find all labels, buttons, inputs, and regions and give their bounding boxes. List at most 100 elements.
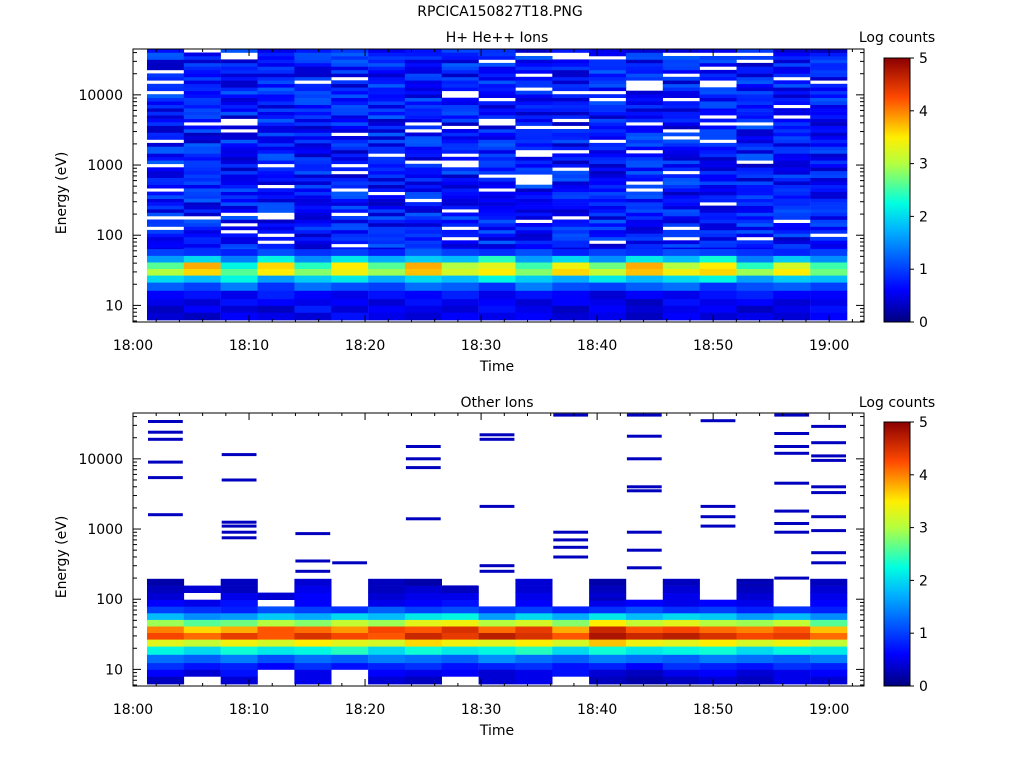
heatmap-cell — [699, 275, 737, 283]
heatmap-cell — [368, 662, 406, 670]
heatmap-cell — [625, 136, 663, 140]
heatmap-cell — [257, 108, 295, 112]
heatmap-cell — [220, 262, 258, 269]
heatmap-cell — [147, 606, 185, 614]
heatmap-cell — [553, 413, 589, 417]
heatmap-cell — [404, 223, 442, 227]
heatmap-cell — [736, 56, 774, 60]
heatmap-cell — [478, 90, 516, 95]
colorbar-label: Log counts — [859, 30, 935, 46]
heatmap-cell — [147, 676, 185, 685]
heatmap-cell — [404, 229, 442, 234]
heatmap-cell — [811, 551, 846, 555]
heatmap-cell — [625, 282, 663, 291]
heatmap-cell — [294, 146, 332, 151]
heatmap-cell — [220, 619, 258, 627]
heatmap-cell — [662, 240, 700, 245]
heatmap-cell — [220, 662, 258, 670]
heatmap-cell — [662, 195, 700, 199]
heatmap-cell — [552, 170, 590, 175]
heatmap-cell — [441, 262, 479, 269]
heatmap-cell — [441, 626, 479, 633]
heatmap-cell — [515, 654, 553, 664]
heatmap-cell — [331, 139, 369, 144]
heatmap-cell — [147, 132, 185, 137]
heatmap-cell — [441, 174, 479, 178]
heatmap-cell — [773, 52, 811, 57]
heatmap-cell — [811, 441, 846, 445]
heatmap-cell — [478, 69, 516, 74]
heatmap-cell — [331, 149, 369, 154]
heatmap-cell — [552, 184, 590, 189]
heatmap-cell — [220, 613, 258, 620]
heatmap-cell — [625, 108, 663, 112]
heatmap-cell — [515, 101, 553, 105]
heatmap-cell — [515, 62, 553, 67]
heatmap-cell — [441, 669, 479, 677]
heatmap-cell — [589, 52, 627, 57]
heatmap-cell — [515, 282, 553, 291]
heatmap-cell — [625, 146, 663, 151]
colorbar — [883, 421, 911, 687]
heatmap-cell — [552, 188, 590, 192]
heatmap-cell — [441, 118, 479, 123]
heatmap-cell — [810, 229, 848, 234]
heatmap-cell — [774, 522, 810, 525]
heatmap-cell — [220, 76, 258, 81]
heatmap-cell — [220, 156, 258, 161]
heatmap-cell — [589, 578, 627, 586]
colorbar-tick-label: 5 — [919, 415, 928, 431]
heatmap-cell — [736, 305, 774, 313]
heatmap-cell — [368, 212, 406, 217]
heatmap-cell — [147, 52, 185, 57]
heatmap-cell — [257, 268, 295, 276]
heatmap-cell — [404, 188, 442, 192]
heatmap-cell — [774, 413, 810, 417]
heatmap-cell — [773, 240, 811, 245]
heatmap-cell — [183, 646, 221, 655]
heatmap-cell — [441, 184, 479, 189]
heatmap-cell — [368, 223, 406, 227]
heatmap-cell — [625, 639, 663, 647]
heatmap-cell — [515, 275, 553, 283]
heatmap-cell — [589, 73, 627, 78]
heatmap-cell — [368, 216, 406, 220]
heatmap-cell — [404, 226, 442, 231]
heatmap-cell — [773, 97, 811, 102]
heatmap-cell — [368, 129, 406, 133]
heatmap-cell — [147, 613, 185, 620]
heatmap-cell — [220, 83, 258, 88]
heatmap-cell — [773, 188, 811, 192]
heatmap-cell — [810, 170, 848, 175]
heatmap-cell — [625, 94, 663, 98]
heatmap-cell — [589, 101, 627, 105]
heatmap-cell — [368, 205, 406, 210]
heatmap-cell — [773, 87, 811, 92]
heatmap-cell — [442, 585, 478, 589]
heatmap-cell — [699, 132, 737, 137]
heatmap-cell — [478, 191, 516, 196]
heatmap-cell — [625, 305, 663, 313]
heatmap-cell — [625, 59, 663, 64]
heatmap-cell — [773, 236, 811, 241]
heatmap-cell — [220, 249, 258, 256]
heatmap-cell — [589, 233, 627, 238]
heatmap-cell — [183, 83, 221, 88]
heatmap-cell — [625, 275, 663, 283]
heatmap-cell — [552, 219, 590, 224]
heatmap-cell — [736, 229, 774, 234]
y-tick-label: 10000 — [78, 88, 123, 104]
heatmap-cell — [147, 76, 185, 81]
heatmap-cell — [774, 576, 810, 580]
heatmap-cell — [737, 581, 773, 585]
heatmap-cell — [257, 191, 295, 196]
heatmap-cell — [441, 167, 479, 172]
heatmap-cell — [368, 49, 406, 53]
heatmap-cell — [294, 240, 332, 245]
heatmap-cell — [147, 149, 185, 154]
heatmap-cell — [257, 262, 295, 269]
heatmap-cell — [368, 626, 406, 633]
heatmap-cell — [294, 149, 332, 154]
heatmap-cell — [773, 66, 811, 71]
heatmap-cell — [368, 202, 406, 206]
